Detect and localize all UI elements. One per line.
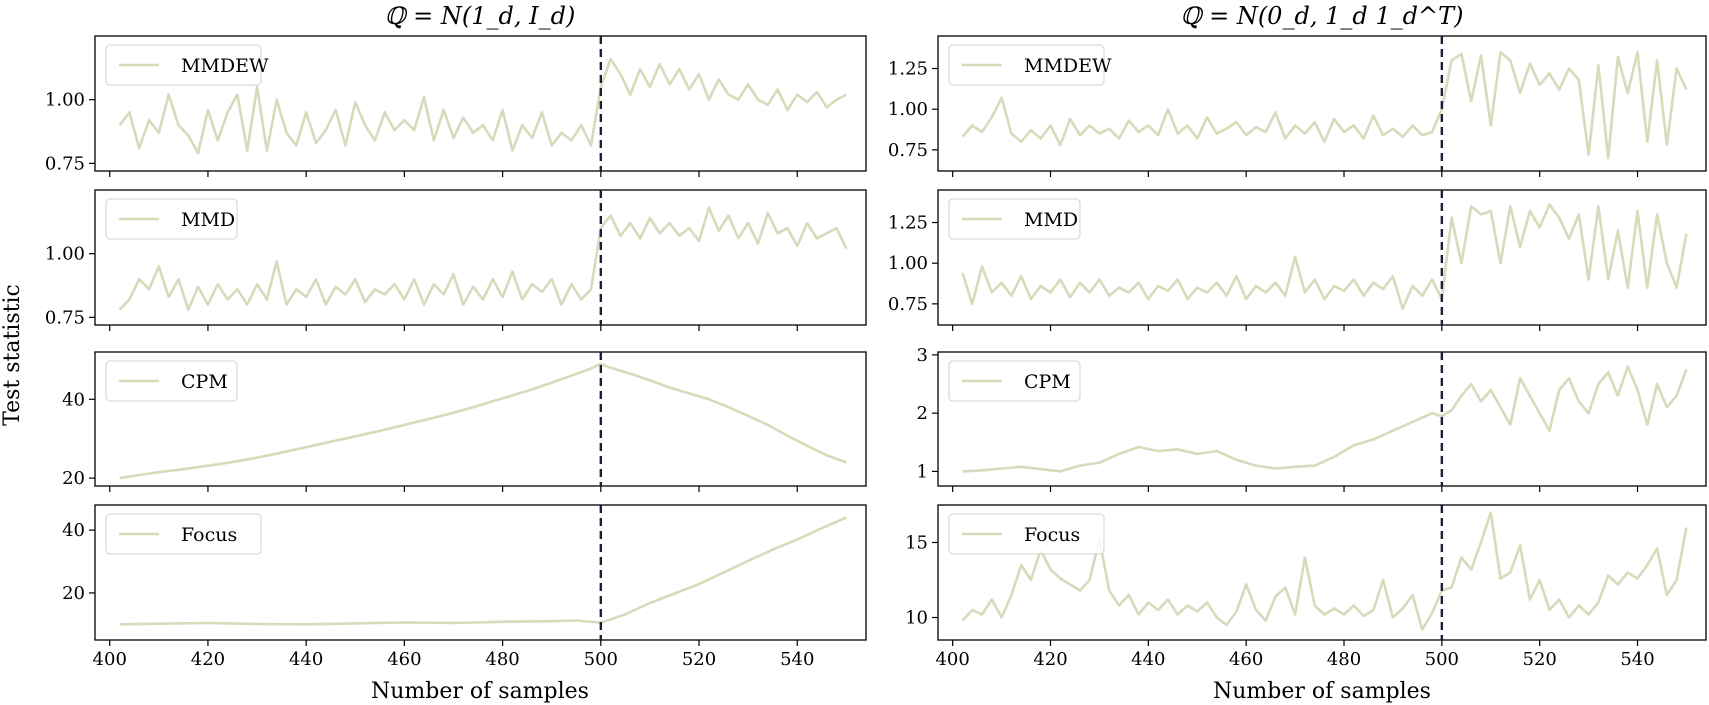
legend: Focus xyxy=(105,513,262,555)
panel-mmdew-col0: 0.75 1.00 MMDEW xyxy=(45,35,867,177)
series-line-mmd xyxy=(118,206,848,312)
y-tick-label: 1.25 xyxy=(888,59,928,80)
x-tick-label: 420 xyxy=(191,649,225,670)
series-line-cpm xyxy=(119,362,847,480)
axes-frame xyxy=(94,189,867,326)
y-tick-label: 10 xyxy=(905,608,928,629)
series-line-mmdew xyxy=(118,57,847,155)
panel-focus-col1: 10 15 400 420 440 460 480 500 520 540 Focus xyxy=(905,504,1707,670)
y-tick-label: 40 xyxy=(62,389,85,410)
x-tick-label: 460 xyxy=(1229,649,1263,670)
x-tick-label: 500 xyxy=(584,649,618,670)
series-line-focus xyxy=(961,511,1688,631)
legend-box xyxy=(948,198,1081,240)
axes-frame xyxy=(937,189,1707,326)
y-tick-label: 20 xyxy=(62,583,85,604)
legend: MMD xyxy=(948,198,1081,240)
series-line-mmdew xyxy=(961,50,1688,160)
legend: Focus xyxy=(948,513,1105,555)
right-x-axis-label: Number of samples xyxy=(1213,679,1431,704)
legend: MMDEW xyxy=(105,44,269,86)
y-tick-label: 3 xyxy=(917,345,928,366)
panel-cpm-col0: 20 40 CPM xyxy=(62,351,867,492)
panel-focus-col0: 20 40 400 420 440 460 480 500 520 540 Focus xyxy=(62,504,867,670)
axes-frame xyxy=(94,504,867,641)
right-column-title: ℚ = N(0_d, 1_d 1_d^T) xyxy=(1181,2,1464,30)
x-tick-label: 440 xyxy=(1131,649,1165,670)
legend-box xyxy=(105,513,262,555)
x-tick-label: 480 xyxy=(1327,649,1361,670)
legend-label: MMDEW xyxy=(1024,55,1112,77)
series-line-focus xyxy=(119,516,847,626)
panel-mmd-col0: 0.75 1.00 MMD xyxy=(45,189,867,331)
x-tick-label: 540 xyxy=(1620,649,1654,670)
panel-mmdew-col1: 0.75 1.00 1.25 MMDEW xyxy=(888,35,1707,177)
y-tick-label: 15 xyxy=(905,533,928,554)
panels: 0.75 1.00 MMDEW 0.75 1.00 MMD 20 40 CPM 20 40 400 42… xyxy=(45,35,1707,670)
y-tick-label: 1.00 xyxy=(45,90,85,111)
legend-label: MMDEW xyxy=(181,55,269,77)
legend-label: CPM xyxy=(181,371,228,393)
axes-frame xyxy=(937,35,1707,172)
legend: MMDEW xyxy=(948,44,1112,86)
x-tick-label: 400 xyxy=(93,649,127,670)
axes-frame xyxy=(94,351,867,487)
y-tick-label: 2 xyxy=(917,403,928,424)
legend-box xyxy=(105,44,262,86)
legend-box xyxy=(948,360,1081,402)
legend-box xyxy=(105,360,238,402)
left-x-axis-label: Number of samples xyxy=(371,679,589,704)
y-tick-label: 1.25 xyxy=(888,213,928,234)
axes-frame xyxy=(937,504,1707,641)
x-tick-label: 440 xyxy=(289,649,323,670)
x-tick-label: 540 xyxy=(780,649,814,670)
axes-frame xyxy=(94,35,867,172)
series-line-mmd xyxy=(961,203,1688,311)
legend-label: CPM xyxy=(1024,371,1071,393)
y-tick-label: 1 xyxy=(917,461,928,482)
legend-box xyxy=(105,198,238,240)
x-tick-label: 400 xyxy=(935,649,969,670)
x-tick-label: 520 xyxy=(1523,649,1557,670)
x-tick-label: 480 xyxy=(485,649,519,670)
legend: CPM xyxy=(948,360,1081,402)
y-axis-label: Test statistic xyxy=(0,284,25,426)
left-column-title: ℚ = N(1_d, I_d) xyxy=(385,2,576,30)
y-tick-label: 1.00 xyxy=(888,253,928,274)
legend-box xyxy=(948,44,1105,86)
legend-box xyxy=(948,513,1105,555)
legend: CPM xyxy=(105,360,238,402)
y-tick-label: 0.75 xyxy=(888,140,928,161)
legend-label: MMD xyxy=(1024,209,1078,231)
y-tick-label: 1.00 xyxy=(888,99,928,120)
legend-label: MMD xyxy=(181,209,235,231)
y-tick-label: 1.00 xyxy=(45,244,85,265)
x-tick-label: 500 xyxy=(1425,649,1459,670)
panel-cpm-col1: 1 2 3 CPM xyxy=(917,345,1707,492)
legend-label: Focus xyxy=(1024,524,1080,546)
series-line-cpm xyxy=(962,365,1688,473)
y-tick-label: 20 xyxy=(62,468,85,489)
axes-frame xyxy=(937,351,1707,487)
x-tick-label: 520 xyxy=(682,649,716,670)
x-tick-label: 420 xyxy=(1033,649,1067,670)
panel-mmd-col1: 0.75 1.00 1.25 MMD xyxy=(888,189,1707,331)
y-tick-label: 0.75 xyxy=(888,294,928,315)
legend-label: Focus xyxy=(181,524,237,546)
x-tick-label: 460 xyxy=(387,649,421,670)
legend: MMD xyxy=(105,198,238,240)
y-tick-label: 0.75 xyxy=(45,307,85,328)
y-tick-label: 40 xyxy=(62,520,85,541)
y-tick-label: 0.75 xyxy=(45,153,85,174)
